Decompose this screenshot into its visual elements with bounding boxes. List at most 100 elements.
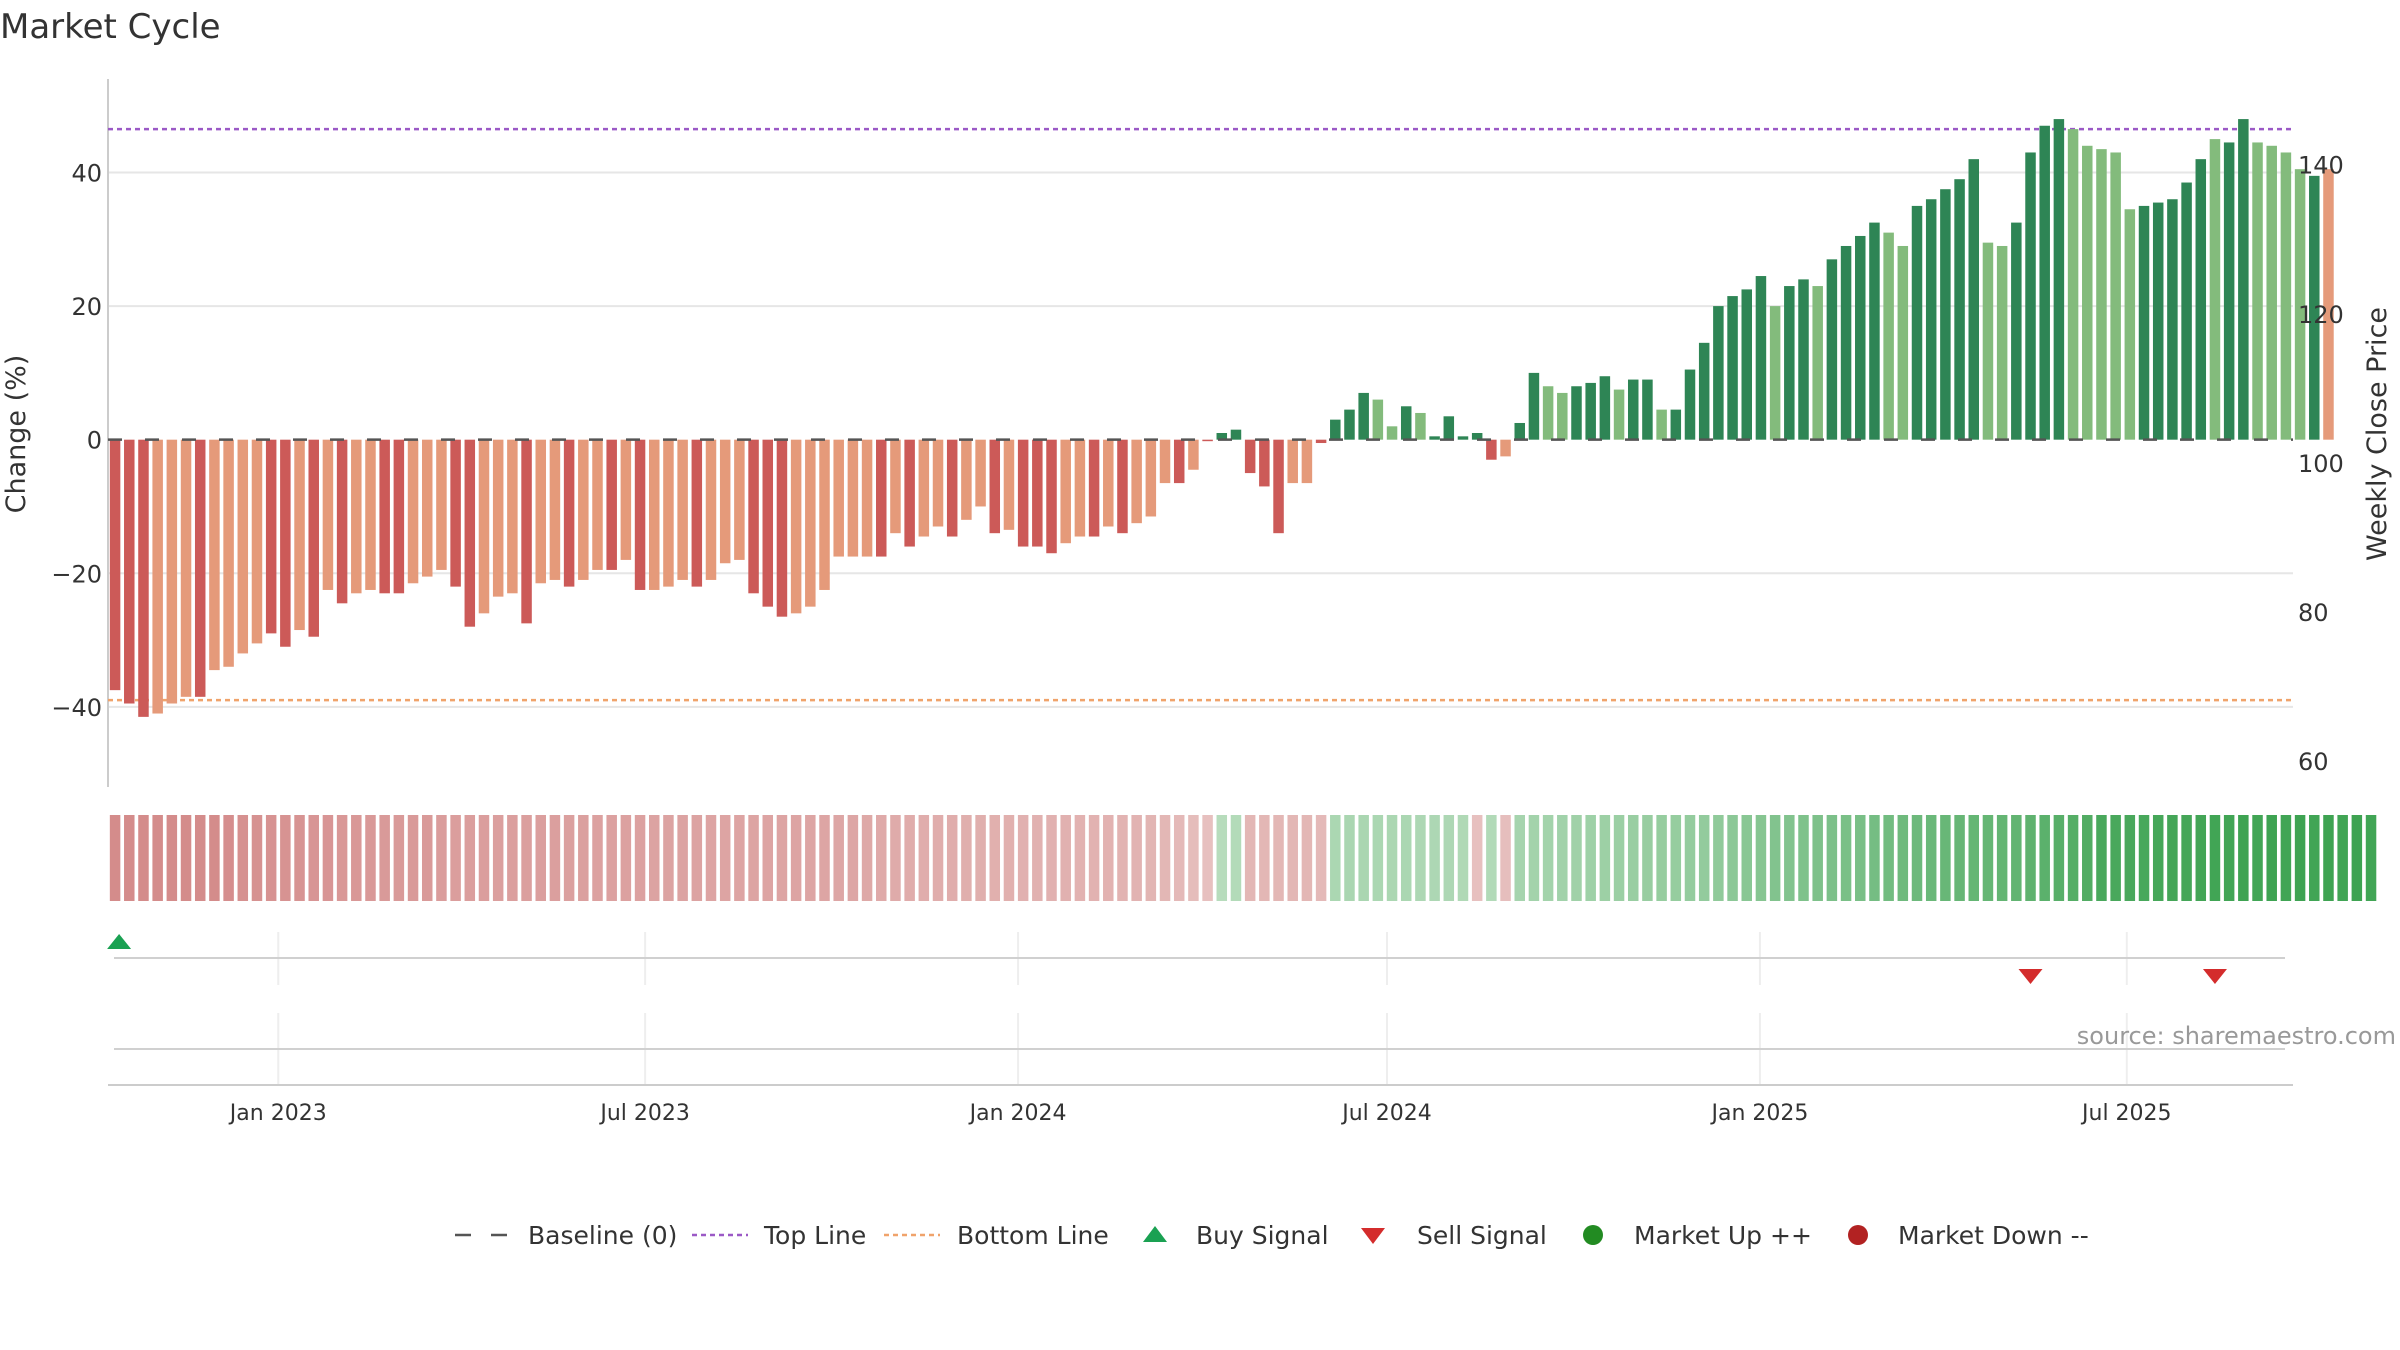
heat-cell (138, 815, 149, 901)
heat-cell (2309, 815, 2320, 901)
bar (166, 439, 178, 704)
bar (1145, 439, 1157, 517)
heat-cell (2351, 815, 2363, 901)
bar (2195, 159, 2207, 440)
heat-cell (1727, 815, 1738, 901)
heat-cell (393, 815, 405, 901)
bar (1287, 439, 1298, 484)
heat-cell (535, 815, 546, 901)
heat-cell (975, 815, 986, 901)
heat-cell (1869, 815, 1880, 901)
x-tick-label: Jul 2024 (1340, 1101, 1432, 1126)
heat-cell (1173, 815, 1185, 901)
heat-cell (2337, 815, 2348, 901)
bar (1684, 369, 1696, 440)
heat-cell (890, 815, 901, 901)
bar (2025, 152, 2036, 440)
heat-cell (2294, 815, 2306, 901)
bar (436, 439, 447, 570)
legend-up-swatch (1583, 1225, 1603, 1245)
heat-cell (847, 815, 859, 901)
heat-cell (1457, 815, 1469, 901)
heat-cell (1088, 815, 1100, 901)
heat-cell (762, 815, 774, 901)
heat-cell (1798, 815, 1809, 901)
bar (2067, 129, 2079, 440)
bar (1741, 289, 1752, 440)
bar (805, 439, 816, 607)
heat-cell (989, 815, 1001, 901)
heat-cell (876, 815, 887, 901)
heat-cell (1627, 815, 1639, 901)
reference-lines (108, 127, 2293, 702)
heat-cell (492, 815, 504, 901)
heat-cell (407, 815, 419, 901)
bar (2167, 199, 2178, 440)
bar (492, 439, 504, 597)
bar (649, 439, 660, 590)
bar (663, 439, 674, 587)
heat-cell (209, 815, 220, 901)
bar (2039, 125, 2050, 440)
y-tick-label: −40 (51, 694, 102, 722)
bar (2238, 119, 2249, 440)
heat-cell (606, 815, 617, 901)
heat-cell (932, 815, 944, 901)
heat-cell (549, 815, 561, 901)
bar (265, 439, 277, 634)
bar (890, 439, 901, 534)
heat-cell (1656, 815, 1667, 901)
heat-cell (2096, 815, 2107, 901)
heat-cell (1386, 815, 1398, 901)
bar (1883, 232, 1894, 440)
bar (237, 439, 249, 654)
bar (1670, 409, 1682, 440)
heat-cell (634, 815, 646, 901)
bar (1642, 379, 1653, 440)
bar (1826, 259, 1838, 440)
heat-cell (563, 815, 575, 901)
source-note: source: sharemaestro.com (2077, 1022, 2396, 1050)
heat-cell (280, 815, 291, 901)
heat-cell (2365, 815, 2377, 901)
heat-cell (2195, 815, 2207, 901)
bar (1358, 392, 1369, 440)
heat-cell (1202, 815, 1213, 901)
bar (521, 439, 532, 624)
x-tick-label: Jan 2025 (1709, 1101, 1808, 1126)
bar (2152, 202, 2164, 440)
heat-cell (961, 815, 972, 901)
heat-cell (2323, 815, 2334, 901)
bar (450, 439, 461, 587)
bar (407, 439, 419, 584)
bar (719, 439, 731, 564)
heat-cell (1954, 815, 1965, 901)
heat-cell (1840, 815, 1852, 901)
bar (1698, 342, 1710, 440)
bar (2096, 149, 2107, 440)
bar (1925, 199, 1937, 440)
y2-tick-label: 120 (2298, 301, 2344, 329)
bar (989, 439, 1001, 534)
bar (1755, 276, 1767, 440)
heat-cell (1443, 815, 1455, 901)
bar (1188, 439, 1199, 470)
heat-cell (1855, 815, 1866, 901)
bar (1244, 439, 1256, 474)
y2-tick-label: 60 (2298, 748, 2329, 776)
bar (1230, 429, 1242, 440)
bar (634, 439, 646, 590)
heat-cell (265, 815, 277, 901)
bar (336, 439, 348, 604)
y-tick-label: 40 (71, 160, 102, 188)
bar (2082, 145, 2093, 440)
heat-cell (1613, 815, 1625, 901)
bar (563, 439, 575, 587)
bar (748, 439, 759, 594)
heat-cell (1741, 815, 1752, 901)
heat-cell (1557, 815, 1568, 901)
heat-cell (1996, 815, 2008, 901)
heat-cell (1372, 815, 1384, 901)
main-gridlines (107, 79, 2293, 787)
bar (1386, 426, 1398, 440)
